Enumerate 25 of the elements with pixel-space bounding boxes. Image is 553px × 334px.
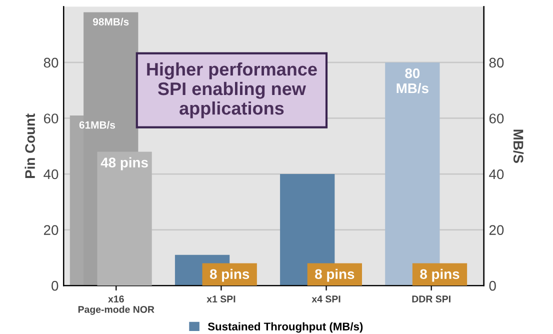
data-label: 8 pins <box>210 268 250 282</box>
y2-tick-label: 80 <box>489 58 504 68</box>
data-label: 61MB/s <box>79 121 116 129</box>
y2-tick-label: 40 <box>489 169 504 180</box>
x-tick-label: x1 SPI <box>206 296 236 302</box>
y2-tick-label: 0 <box>489 280 496 291</box>
y2-axis-title: MB/S <box>513 130 524 163</box>
data-label: 8 pins <box>315 268 354 282</box>
legend-label: Sustained Throughput (MB/s) <box>208 322 363 333</box>
y2-tick-label: 20 <box>489 225 504 235</box>
y-tick-label: 0 <box>52 280 58 291</box>
data-label: 80 MB/s <box>396 68 428 94</box>
data-label: 48 pins <box>100 157 148 170</box>
x-tick-label: x4 SPI <box>312 296 340 302</box>
data-label: 98MB/s <box>93 18 129 26</box>
annotation: Higher performance SPI enabling new applications <box>147 62 317 118</box>
data-label: 8 pins <box>420 268 460 282</box>
y-tick-label: 40 <box>44 169 58 180</box>
x-tick-label: DDR SPI <box>412 296 450 302</box>
y2-tick-label: 60 <box>489 114 504 124</box>
x-tick-label: x16 Page-mode NOR <box>78 296 154 315</box>
y-tick-label: 80 <box>44 58 58 68</box>
y-tick-label: 20 <box>44 225 58 235</box>
y-axis-title: Pin Count <box>24 114 35 178</box>
y-tick-label: 60 <box>44 114 58 124</box>
